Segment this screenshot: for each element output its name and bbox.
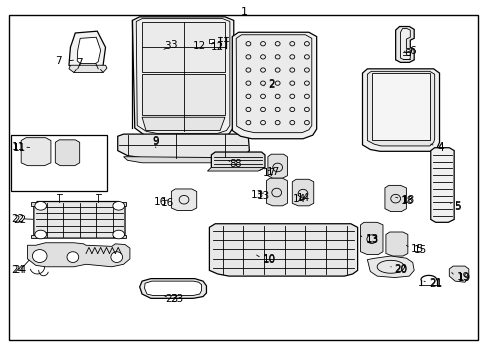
Ellipse shape	[67, 252, 79, 262]
Text: 6: 6	[408, 46, 415, 56]
Text: 10: 10	[263, 254, 276, 264]
Text: 21: 21	[428, 279, 441, 289]
Polygon shape	[267, 154, 287, 178]
Text: 5: 5	[453, 201, 460, 211]
Polygon shape	[209, 224, 357, 276]
Polygon shape	[144, 281, 201, 296]
Text: 8: 8	[233, 159, 240, 169]
Polygon shape	[266, 178, 287, 206]
Polygon shape	[77, 37, 101, 63]
Polygon shape	[211, 152, 264, 170]
Polygon shape	[140, 279, 206, 298]
Text: 11: 11	[13, 143, 26, 153]
Text: 16: 16	[160, 198, 174, 208]
Text: 21: 21	[428, 278, 441, 288]
Polygon shape	[31, 202, 41, 206]
Text: 18: 18	[400, 196, 413, 206]
Text: 15: 15	[410, 244, 424, 254]
Polygon shape	[21, 138, 51, 166]
Text: 22: 22	[13, 215, 26, 225]
Polygon shape	[27, 243, 130, 267]
Polygon shape	[371, 73, 429, 140]
Polygon shape	[400, 28, 409, 59]
Polygon shape	[236, 35, 311, 133]
Text: 3: 3	[170, 40, 177, 50]
Text: 8: 8	[228, 159, 235, 169]
Text: 15: 15	[413, 245, 427, 255]
Polygon shape	[385, 232, 407, 256]
Polygon shape	[132, 17, 233, 138]
Text: 1: 1	[241, 7, 247, 17]
Ellipse shape	[35, 202, 46, 210]
Text: 20: 20	[394, 265, 407, 275]
Polygon shape	[292, 179, 313, 206]
Text: 2: 2	[267, 79, 274, 89]
Text: 17: 17	[263, 168, 276, 178]
Polygon shape	[362, 69, 439, 151]
Text: 3: 3	[163, 41, 170, 50]
Polygon shape	[366, 256, 413, 278]
Polygon shape	[448, 266, 468, 282]
Polygon shape	[232, 32, 316, 139]
Polygon shape	[142, 117, 224, 131]
Text: 9: 9	[152, 138, 159, 147]
Ellipse shape	[113, 202, 124, 210]
Polygon shape	[360, 222, 382, 255]
Polygon shape	[171, 189, 196, 211]
Text: 2: 2	[267, 80, 274, 90]
Ellipse shape	[35, 230, 46, 239]
Polygon shape	[123, 157, 248, 163]
Polygon shape	[142, 22, 224, 72]
Polygon shape	[69, 65, 107, 72]
Text: 13: 13	[250, 190, 263, 200]
Text: 20: 20	[394, 264, 407, 274]
Polygon shape	[430, 148, 453, 222]
Text: 14: 14	[297, 193, 310, 203]
Text: 22: 22	[11, 214, 24, 224]
Text: 12: 12	[193, 41, 206, 50]
Ellipse shape	[111, 252, 122, 262]
Polygon shape	[119, 234, 126, 238]
Text: 19: 19	[456, 272, 469, 282]
Text: 7: 7	[76, 58, 83, 68]
Polygon shape	[142, 74, 224, 116]
Ellipse shape	[113, 230, 124, 239]
Polygon shape	[31, 234, 41, 238]
Text: 18: 18	[401, 195, 414, 205]
Text: 16: 16	[154, 197, 167, 207]
Polygon shape	[207, 167, 264, 171]
Text: 24: 24	[13, 265, 26, 275]
Text: 17: 17	[266, 167, 279, 177]
Text: 9: 9	[152, 136, 159, 146]
Text: 19: 19	[457, 273, 470, 283]
Text: 4: 4	[436, 143, 443, 153]
Bar	[11, 135, 106, 192]
Text: 4: 4	[436, 142, 443, 152]
Polygon shape	[34, 202, 125, 238]
Polygon shape	[118, 134, 249, 158]
Polygon shape	[209, 40, 214, 43]
Text: 12: 12	[210, 42, 223, 51]
Text: 24: 24	[11, 265, 24, 275]
Text: 6: 6	[404, 48, 410, 58]
Text: 13: 13	[365, 235, 378, 245]
Text: 13: 13	[256, 191, 269, 201]
Text: 23: 23	[165, 294, 179, 304]
Polygon shape	[395, 27, 413, 62]
Polygon shape	[119, 202, 126, 206]
Text: 23: 23	[170, 294, 183, 304]
Text: 7: 7	[55, 56, 61, 66]
Text: 14: 14	[293, 194, 306, 204]
Polygon shape	[55, 140, 80, 166]
Text: 10: 10	[263, 255, 276, 265]
Text: 11: 11	[11, 142, 24, 152]
Polygon shape	[384, 185, 406, 212]
Text: 5: 5	[453, 202, 460, 212]
Text: 13: 13	[365, 234, 378, 244]
Polygon shape	[69, 31, 105, 69]
Ellipse shape	[32, 249, 47, 262]
Polygon shape	[366, 71, 434, 146]
